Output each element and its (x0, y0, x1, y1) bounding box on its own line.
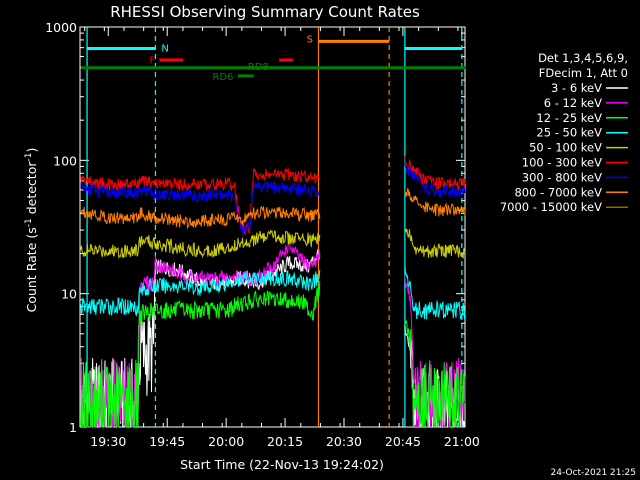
legend-entry-label: 6 - 12 keV (544, 96, 602, 110)
series-line (80, 180, 321, 237)
flag-label: F (150, 56, 156, 67)
series-group (80, 188, 466, 230)
series-line (404, 319, 466, 428)
series-line (80, 269, 321, 317)
legend-entry-label: 3 - 6 keV (551, 81, 602, 95)
series-line (80, 167, 321, 236)
flag-label: RD6 (212, 72, 233, 83)
y-axis-label: Count Rate (s-1 detector-1) (24, 148, 39, 313)
series-group (80, 281, 466, 428)
x-tick-label: 20:00 (208, 434, 244, 449)
legend-header-line: FDecim 1, Att 0 (539, 66, 628, 80)
x-tick-label: 19:30 (90, 434, 126, 449)
legend-header-line: Det 1,3,4,5,6,9, (538, 51, 628, 65)
series-line (404, 188, 466, 217)
x-tick-label: 20:15 (267, 434, 303, 449)
x-tick-label: 19:45 (149, 434, 185, 449)
x-tick-label: 20:45 (385, 434, 421, 449)
y-axis-label-prefix: Count Rate (s (24, 227, 39, 312)
series-line (80, 281, 321, 428)
legend: Det 1,3,4,5,6,9, FDecim 1, Att 0 3 - 6 k… (500, 51, 628, 214)
y-axis-label-sup2: -1 (24, 153, 34, 162)
plot-frame (79, 26, 466, 428)
flag-label: S (307, 34, 313, 45)
x-tick-label: 20:30 (326, 434, 362, 449)
y-tick-label: 10 (61, 287, 77, 302)
series-group (80, 163, 466, 237)
plot-area: 1 10 100 1000 19:30 19:45 20:00 20:15 20:30 20:45… (45, 20, 480, 449)
series-line (404, 262, 466, 320)
series-line (80, 238, 321, 428)
x-axis-label: Start Time (22-Nov-13 19:24:02) (180, 457, 384, 472)
series-group (80, 262, 466, 320)
legend-entry-label: 12 - 25 keV (536, 111, 602, 125)
legend-entry-label: 100 - 300 keV (522, 156, 602, 170)
legend-entry-label: 7000 - 15000 keV (500, 200, 602, 214)
x-tick-label: 21:00 (444, 434, 480, 449)
series-line (80, 229, 321, 260)
series-line (404, 228, 466, 260)
y-tick-label: 100 (53, 153, 77, 168)
chart-title: RHESSI Observing Summary Count Rates (110, 3, 420, 21)
series-line (404, 163, 466, 198)
series-line (80, 205, 321, 230)
legend-entry-label: 800 - 7000 keV (514, 185, 602, 199)
y-axis-label-sup1: -1 (24, 218, 34, 227)
flag-label: N (161, 44, 168, 55)
footer-date: 24-Oct-2021 21:25 (551, 468, 636, 478)
legend-entry-label: 25 - 50 keV (536, 126, 602, 140)
legend-entry-label: 50 - 100 keV (529, 141, 602, 155)
y-tick-label: 1000 (45, 20, 77, 35)
y-axis-label-mid: detector (24, 161, 39, 219)
flag-label: RD8 (248, 62, 269, 73)
series-line (404, 156, 466, 191)
legend-entry-label: 300 - 800 keV (522, 170, 602, 184)
y-axis-label-suffix: ) (24, 148, 39, 153)
series-group (80, 228, 466, 260)
y-tick-label: 1 (69, 420, 77, 435)
